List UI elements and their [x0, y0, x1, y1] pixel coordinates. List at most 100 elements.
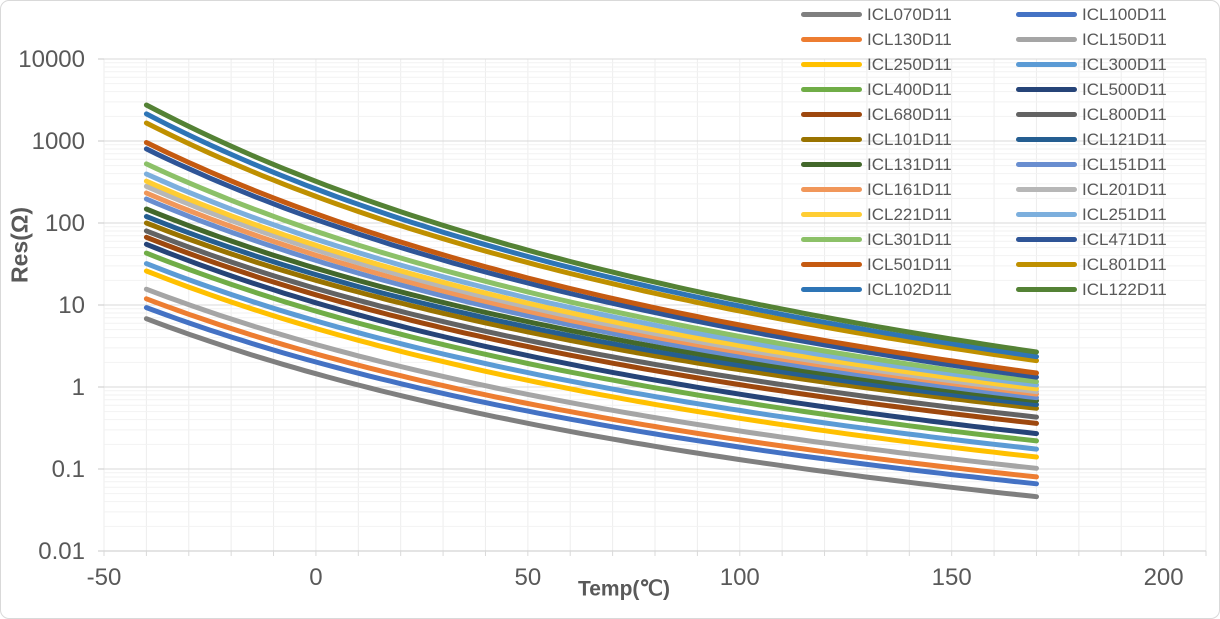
legend-item-label: ICL801D11 — [1082, 255, 1167, 274]
legend-swatch — [801, 12, 862, 17]
series-lines — [143, 102, 1039, 500]
legend-item-ICL800D11[interactable]: ICL800D11 — [1016, 106, 1219, 123]
legend-item-label: ICL131D11 — [867, 155, 952, 174]
legend-item-ICL070D11[interactable]: ICL070D11 — [801, 6, 1016, 23]
legend-item-ICL121D11[interactable]: ICL121D11 — [1016, 130, 1219, 149]
series-line-ICL250D11[interactable] — [143, 268, 1039, 460]
series-line-ICL131D11[interactable] — [143, 206, 1039, 404]
series-line-ICL070D11[interactable] — [143, 316, 1039, 500]
legend-item-label: ICL201D11 — [1082, 180, 1167, 199]
y-tick-label: 1 — [72, 374, 85, 401]
series-line-ICL121D11[interactable] — [143, 214, 1039, 408]
legend-item-ICL251D11[interactable]: ICL251D11 — [1016, 205, 1219, 224]
legend-item-label: ICL101D11 — [867, 130, 952, 149]
series-line-ICL800D11[interactable] — [143, 228, 1039, 420]
series-line-ICL801D11[interactable] — [143, 120, 1039, 364]
legend-item-label: ICL680D11 — [867, 105, 952, 124]
y-tick-label: 0.1 — [52, 456, 85, 483]
legend-item-ICL161D11[interactable]: ICL161D11 — [801, 181, 1016, 198]
y-tick-labels: 10000 1000 100 10 1 0.1 0.01 — [18, 46, 85, 565]
legend-item-ICL500D11[interactable]: ICL500D11 — [1016, 81, 1219, 98]
legend-item-label: ICL250D11 — [867, 55, 952, 74]
legend-item-label: ICL161D11 — [867, 180, 952, 199]
series-line-ICL101D11[interactable] — [143, 220, 1039, 411]
legend-item-label: ICL221D11 — [867, 205, 952, 224]
legend-swatch — [1016, 212, 1077, 217]
x-tick-label: -50 — [87, 564, 122, 591]
legend-swatch — [801, 262, 862, 267]
legend-swatch — [1016, 112, 1077, 117]
legend-swatch — [801, 137, 862, 142]
legend-item-ICL100D11[interactable]: ICL100D11 — [1016, 5, 1219, 24]
series-line-ICL301D11[interactable] — [143, 161, 1039, 385]
legend-item-ICL150D11[interactable]: ICL150D11 — [1016, 30, 1219, 49]
legend-item-label: ICL130D11 — [867, 30, 952, 49]
series-line-ICL501D11[interactable] — [143, 140, 1039, 376]
series-line-ICL151D11[interactable] — [143, 196, 1039, 401]
legend-item-ICL221D11[interactable]: ICL221D11 — [801, 206, 1016, 223]
legend-item-ICL201D11[interactable]: ICL201D11 — [1016, 180, 1219, 199]
x-tick-label: 200 — [1144, 564, 1184, 591]
legend-item-label: ICL070D11 — [867, 5, 952, 24]
legend-swatch — [1016, 287, 1077, 292]
legend-item-label: ICL121D11 — [1082, 130, 1167, 149]
x-tick-label: 100 — [720, 564, 760, 591]
legend: ICL070D11 ICL100D11 ICL130D11 ICL150D11 ICL2… — [801, 2, 1219, 302]
series-line-ICL201D11[interactable] — [143, 183, 1039, 395]
series-line-ICL130D11[interactable] — [143, 296, 1039, 480]
x-tick-label: 50 — [514, 564, 541, 591]
series-line-ICL300D11[interactable] — [143, 261, 1039, 452]
legend-item-ICL400D11[interactable]: ICL400D11 — [801, 81, 1016, 98]
legend-swatch — [801, 212, 862, 217]
legend-item-label: ICL150D11 — [1082, 30, 1167, 49]
legend-item-ICL801D11[interactable]: ICL801D11 — [1016, 255, 1219, 274]
legend-item-ICL501D11[interactable]: ICL501D11 — [801, 256, 1016, 273]
legend-item-label: ICL400D11 — [867, 80, 952, 99]
legend-item-label: ICL100D11 — [1082, 5, 1167, 24]
legend-item-ICL301D11[interactable]: ICL301D11 — [801, 231, 1016, 248]
axis-lines — [98, 58, 1207, 556]
y-tick-label: 1000 — [32, 128, 85, 155]
legend-item-ICL250D11[interactable]: ICL250D11 — [801, 56, 1016, 73]
y-tick-label: 10 — [58, 292, 85, 319]
legend-item-label: ICL102D11 — [867, 280, 952, 299]
series-line-ICL122D11[interactable] — [143, 102, 1039, 355]
y-axis-title: Res(Ω) — [6, 207, 33, 283]
legend-swatch — [801, 112, 862, 117]
legend-swatch — [1016, 137, 1077, 142]
series-line-ICL150D11[interactable] — [143, 286, 1039, 471]
legend-item-ICL130D11[interactable]: ICL130D11 — [801, 31, 1016, 48]
legend-swatch — [801, 237, 862, 242]
y-tick-label: 100 — [45, 210, 85, 237]
series-line-ICL471D11[interactable] — [143, 146, 1039, 380]
legend-swatch — [1016, 87, 1077, 92]
legend-item-ICL131D11[interactable]: ICL131D11 — [801, 156, 1016, 173]
series-line-ICL102D11[interactable] — [143, 111, 1039, 360]
legend-item-label: ICL300D11 — [1082, 55, 1167, 74]
legend-item-label: ICL251D11 — [1082, 205, 1167, 224]
legend-swatch — [1016, 12, 1077, 17]
series-line-ICL400D11[interactable] — [143, 250, 1039, 444]
legend-item-ICL471D11[interactable]: ICL471D11 — [1016, 231, 1219, 248]
series-line-ICL251D11[interactable] — [143, 171, 1039, 388]
legend-item-ICL122D11[interactable]: ICL122D11 — [1016, 281, 1219, 298]
legend-item-ICL102D11[interactable]: ICL102D11 — [801, 281, 1016, 298]
series-line-ICL100D11[interactable] — [143, 305, 1039, 487]
series-line-ICL161D11[interactable] — [143, 190, 1039, 397]
series-line-ICL680D11[interactable] — [143, 234, 1039, 426]
y-tick-label: 10000 — [18, 46, 85, 73]
legend-item-ICL101D11[interactable]: ICL101D11 — [801, 131, 1016, 148]
legend-item-ICL300D11[interactable]: ICL300D11 — [1016, 55, 1219, 74]
legend-swatch — [1016, 187, 1077, 192]
series-line-ICL221D11[interactable] — [143, 178, 1039, 392]
legend-item-ICL680D11[interactable]: ICL680D11 — [801, 106, 1016, 123]
legend-item-ICL151D11[interactable]: ICL151D11 — [1016, 155, 1219, 174]
legend-swatch — [801, 187, 862, 192]
legend-swatch — [801, 62, 862, 67]
legend-swatch — [801, 87, 862, 92]
series-line-ICL500D11[interactable] — [143, 241, 1039, 437]
x-tick-label: 150 — [932, 564, 972, 591]
legend-item-label: ICL151D11 — [1082, 155, 1167, 174]
legend-swatch — [1016, 37, 1077, 42]
